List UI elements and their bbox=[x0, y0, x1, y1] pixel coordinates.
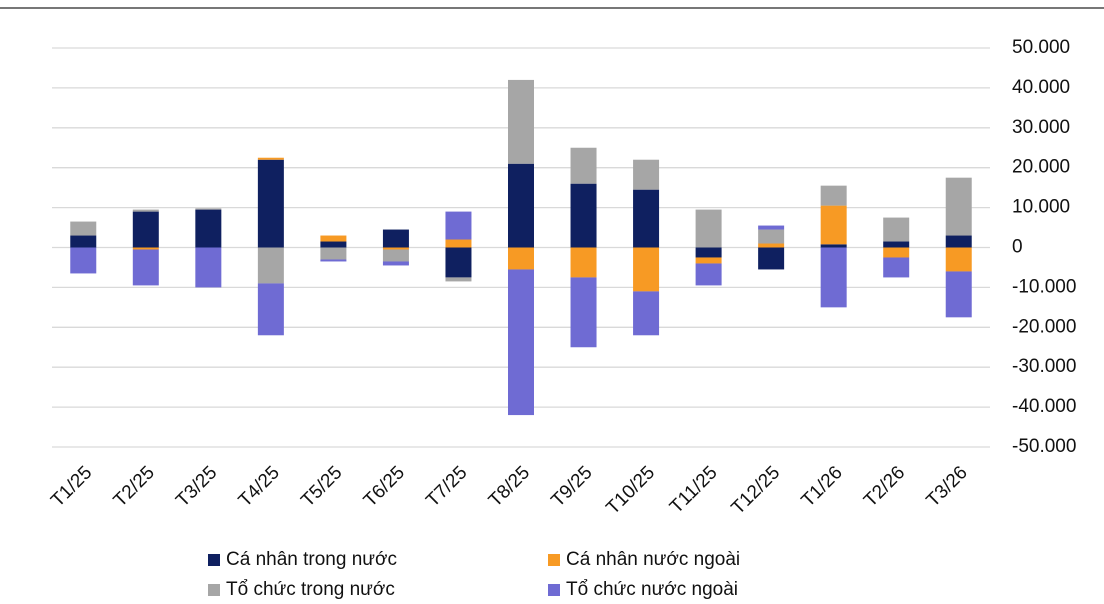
x-tick-label: T1/25 bbox=[47, 462, 96, 511]
bar-segment bbox=[320, 247, 347, 260]
bar-segment bbox=[445, 239, 472, 248]
bar-segment bbox=[758, 229, 785, 244]
bar-segment bbox=[758, 247, 785, 270]
y-tick-label: -50.000 bbox=[1012, 436, 1076, 457]
bar-segment bbox=[382, 229, 409, 248]
bar-segment bbox=[695, 247, 722, 258]
legend-label: Cá nhân trong nước bbox=[226, 549, 397, 570]
x-tick-label: T7/25 bbox=[422, 462, 471, 511]
bar-segment bbox=[382, 261, 409, 266]
x-tick-label: T2/26 bbox=[860, 462, 909, 511]
bar-segment bbox=[70, 235, 97, 248]
bar-segment bbox=[695, 263, 722, 286]
x-tick-label: T12/25 bbox=[728, 462, 785, 519]
bar-segment bbox=[445, 277, 472, 282]
bar-segment bbox=[257, 283, 284, 336]
x-tick-label: T9/25 bbox=[547, 462, 596, 511]
bar-segment bbox=[695, 209, 722, 248]
x-tick-label: T10/25 bbox=[602, 462, 659, 519]
bar-segment bbox=[257, 159, 284, 248]
x-tick-label: T3/25 bbox=[172, 462, 221, 511]
bar-segment bbox=[257, 247, 284, 284]
bar-segment bbox=[883, 247, 910, 258]
x-tick-label: T8/25 bbox=[485, 462, 534, 511]
bar-segment bbox=[570, 183, 597, 248]
bar-segment bbox=[883, 241, 910, 248]
bar-segment bbox=[570, 277, 597, 348]
legend-swatch bbox=[548, 554, 560, 566]
legend-swatch bbox=[208, 584, 220, 596]
bar-segment bbox=[883, 257, 910, 278]
bar-segment bbox=[445, 247, 472, 278]
legend-label: Tổ chức trong nước bbox=[226, 579, 395, 600]
bar-segment bbox=[132, 247, 159, 250]
bar-segment bbox=[820, 247, 847, 308]
bar-segment bbox=[320, 241, 347, 248]
bar-segment bbox=[633, 291, 660, 336]
bar-segment bbox=[445, 211, 472, 240]
legend-swatch bbox=[208, 554, 220, 566]
x-tick-label: T3/26 bbox=[923, 462, 972, 511]
bar-segment bbox=[945, 271, 972, 318]
bar-segment bbox=[382, 249, 409, 262]
bar-segment bbox=[945, 235, 972, 248]
y-tick-label: -10.000 bbox=[1012, 276, 1076, 297]
bar-segment bbox=[320, 259, 347, 262]
bar-segment bbox=[633, 189, 660, 248]
bar-segment bbox=[195, 209, 222, 248]
bar-segment bbox=[508, 163, 534, 248]
bar-segment bbox=[570, 247, 597, 278]
bar-segment bbox=[132, 249, 159, 286]
y-tick-label: -20.000 bbox=[1012, 316, 1076, 337]
bar-segment bbox=[257, 157, 284, 160]
bar-segment bbox=[508, 247, 534, 270]
x-tick-label: T5/25 bbox=[297, 462, 346, 511]
x-tick-label: T4/25 bbox=[235, 462, 284, 511]
bar-segment bbox=[570, 147, 597, 184]
bar-segment bbox=[758, 243, 785, 248]
bar-segment bbox=[758, 225, 785, 230]
bar-segment bbox=[132, 209, 159, 212]
bar-segment bbox=[820, 244, 847, 248]
legend-label: Cá nhân nước ngoài bbox=[566, 549, 740, 570]
bar-segment bbox=[132, 211, 159, 248]
bar-segment bbox=[945, 247, 972, 272]
bar-segment bbox=[633, 159, 660, 190]
y-tick-label: -30.000 bbox=[1012, 356, 1076, 377]
bar-segment bbox=[382, 247, 409, 250]
legend-label: Tổ chức nước ngoài bbox=[566, 579, 738, 600]
bar-segment bbox=[508, 269, 534, 416]
y-tick-label: 0 bbox=[1012, 237, 1023, 258]
y-tick-label: 40.000 bbox=[1012, 77, 1070, 98]
bar-segment bbox=[70, 221, 97, 236]
x-tick-label: T2/25 bbox=[110, 462, 159, 511]
bar-segment bbox=[195, 208, 222, 210]
bar-segment bbox=[320, 235, 347, 242]
bar-segment bbox=[508, 79, 534, 164]
bar-segment bbox=[820, 205, 847, 245]
bar-segment bbox=[820, 185, 847, 206]
y-tick-label: 10.000 bbox=[1012, 197, 1070, 218]
legend-swatch bbox=[548, 584, 560, 596]
bar-segment bbox=[633, 247, 660, 292]
y-tick-label: 20.000 bbox=[1012, 157, 1070, 178]
y-tick-label: -40.000 bbox=[1012, 396, 1076, 417]
x-tick-label: T1/26 bbox=[798, 462, 847, 511]
bar-segment bbox=[883, 217, 910, 242]
bar-segment bbox=[195, 247, 222, 288]
bar-segment bbox=[70, 247, 97, 274]
bar-segment bbox=[945, 177, 972, 236]
x-tick-label: T11/25 bbox=[666, 462, 722, 518]
bar-segment bbox=[695, 257, 722, 264]
x-tick-label: T6/25 bbox=[360, 462, 409, 511]
y-tick-label: 30.000 bbox=[1012, 117, 1070, 138]
y-tick-label: 50.000 bbox=[1012, 37, 1070, 58]
